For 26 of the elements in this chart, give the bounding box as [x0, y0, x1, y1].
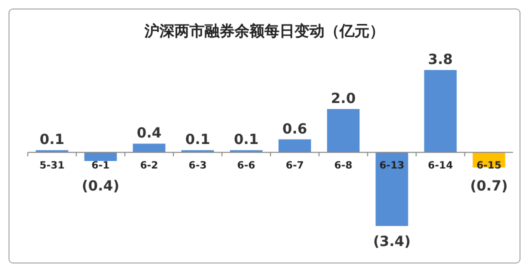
bar	[278, 139, 312, 152]
data-label: 0.4	[136, 126, 162, 142]
x-tick-label: 6-13	[379, 160, 404, 172]
x-tick-label: 6-8	[334, 160, 352, 172]
data-label: 0.6	[282, 121, 308, 138]
data-label: (0.7)	[470, 178, 508, 194]
x-tick-label: 6-7	[286, 160, 304, 172]
data-label: (3.4)	[373, 234, 411, 250]
x-tick-label: 6-6	[237, 160, 256, 172]
data-label: 2.0	[330, 91, 356, 107]
x-tick-label: 5-31	[40, 160, 65, 172]
bar	[132, 144, 166, 152]
data-label: 3.8	[428, 52, 453, 68]
data-label: 0.1	[234, 132, 259, 148]
x-tick-label: 6-2	[140, 160, 158, 172]
chart-title: 沪深两市融券余额每日变动（亿元）	[144, 22, 384, 40]
data-label: 0.1	[40, 132, 64, 148]
x-tick-label: 6-1	[92, 160, 110, 172]
bar	[327, 109, 360, 152]
data-label: 0.1	[185, 132, 210, 148]
bar	[424, 70, 457, 152]
x-tick-label: 6-3	[188, 160, 207, 172]
bar	[376, 152, 408, 226]
bar	[84, 152, 117, 161]
x-tick-label: 6-14	[428, 160, 453, 172]
data-label: (0.4)	[82, 178, 120, 194]
